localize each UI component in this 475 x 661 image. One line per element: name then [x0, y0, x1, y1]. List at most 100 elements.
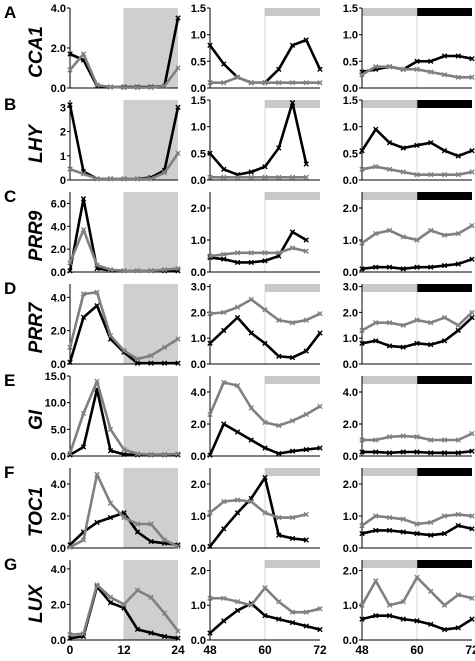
data-point	[221, 79, 227, 86]
data-point	[276, 66, 282, 73]
data-point	[234, 259, 241, 266]
data-point	[262, 419, 268, 426]
data-point	[289, 354, 296, 361]
data-point	[400, 344, 406, 350]
data-point	[469, 222, 475, 229]
data-point	[414, 317, 420, 323]
data-point	[386, 320, 393, 326]
data-point	[469, 595, 475, 601]
panel-letter: E	[4, 371, 15, 390]
data-point	[94, 378, 100, 385]
data-point	[386, 166, 393, 173]
gene-label: CCA1	[26, 26, 47, 78]
y-tick-label: 0.0	[51, 543, 66, 555]
y-tick-label: 0.0	[343, 267, 358, 279]
gene-label: PRR7	[26, 301, 47, 353]
data-point	[386, 612, 393, 619]
data-point	[455, 153, 461, 159]
data-point	[207, 630, 213, 636]
data-point	[428, 621, 434, 628]
gene-label: LUX	[26, 584, 47, 623]
data-point	[207, 510, 213, 516]
data-point	[80, 314, 87, 321]
data-point	[175, 265, 181, 272]
data-point	[441, 530, 448, 537]
data-point	[441, 262, 448, 269]
data-point	[400, 145, 406, 151]
data-point	[276, 145, 282, 151]
data-point	[289, 174, 296, 181]
data-point	[107, 267, 114, 273]
data-point	[400, 322, 406, 328]
data-point	[373, 338, 379, 344]
y-tick-label: 1.0	[343, 600, 358, 612]
panel-lhy-2: 0.0 0.5 1.0 1.5	[191, 95, 320, 187]
data-point	[414, 530, 420, 537]
data-point	[386, 264, 393, 270]
data-point	[276, 250, 282, 256]
y-tick-label: 1.0	[191, 235, 206, 247]
data-point	[262, 445, 268, 451]
data-point	[67, 268, 73, 274]
data-point	[121, 347, 127, 354]
data-point	[400, 433, 406, 439]
data-point	[386, 139, 393, 146]
data-point	[262, 258, 268, 264]
data-point	[207, 42, 213, 49]
data-point	[428, 437, 434, 443]
y-tick-label: 5.0	[51, 424, 66, 436]
data-point	[414, 521, 420, 527]
data-point	[469, 147, 475, 154]
dark-period-shading	[124, 284, 178, 364]
data-point	[134, 360, 141, 366]
night-bar	[417, 560, 472, 568]
data-point	[400, 516, 406, 522]
x-tick-label: 48	[203, 643, 217, 657]
data-point	[175, 15, 181, 21]
data-point	[303, 446, 309, 453]
data-point	[469, 526, 475, 532]
data-point	[441, 437, 448, 443]
data-point	[262, 510, 268, 516]
y-tick-label: 1.0	[343, 511, 358, 523]
panel-toc1-3: 0.0 1.0 2.0	[343, 468, 475, 555]
data-point	[107, 514, 114, 521]
data-point	[67, 450, 73, 457]
y-tick-label: 1.0	[191, 333, 206, 345]
data-point	[386, 227, 393, 234]
data-point	[161, 170, 168, 176]
panel-lhy-1: 0 1 2 3	[60, 100, 181, 187]
data-point	[234, 174, 241, 181]
data-point	[67, 452, 73, 458]
y-tick-label: 0.0	[191, 451, 206, 463]
y-tick-label: 0.0	[343, 451, 358, 463]
data-point	[289, 79, 296, 86]
y-tick-label: 10.0	[45, 398, 66, 410]
data-point	[161, 610, 168, 617]
data-point	[303, 348, 309, 354]
data-point	[262, 307, 268, 313]
data-point	[107, 84, 114, 90]
data-point	[428, 69, 434, 75]
data-point	[373, 513, 379, 519]
data-point	[175, 635, 181, 641]
data-point	[67, 166, 73, 172]
data-point	[276, 532, 282, 538]
data-point	[134, 626, 141, 633]
data-point	[414, 618, 420, 624]
y-tick-label: 0.5	[191, 56, 206, 68]
data-point	[221, 526, 227, 532]
panel-prr9-3: 0.0 1.0 2.0	[343, 192, 475, 279]
data-point	[107, 594, 114, 601]
y-tick-label: 0.0	[343, 543, 358, 555]
data-point	[455, 592, 461, 598]
subjective-day-bar	[362, 192, 417, 200]
data-point	[317, 310, 323, 317]
data-point	[455, 522, 461, 529]
row-prr9: C PRR9 0.0 2.0 4.0 6.0 0.0 1.0 2.0 0.0 1.0 2.0	[4, 187, 475, 279]
data-point	[303, 79, 309, 86]
panel-letter: C	[4, 187, 16, 206]
data-point	[455, 322, 461, 328]
data-point	[428, 532, 434, 538]
x-tick-label: 24	[171, 643, 185, 657]
